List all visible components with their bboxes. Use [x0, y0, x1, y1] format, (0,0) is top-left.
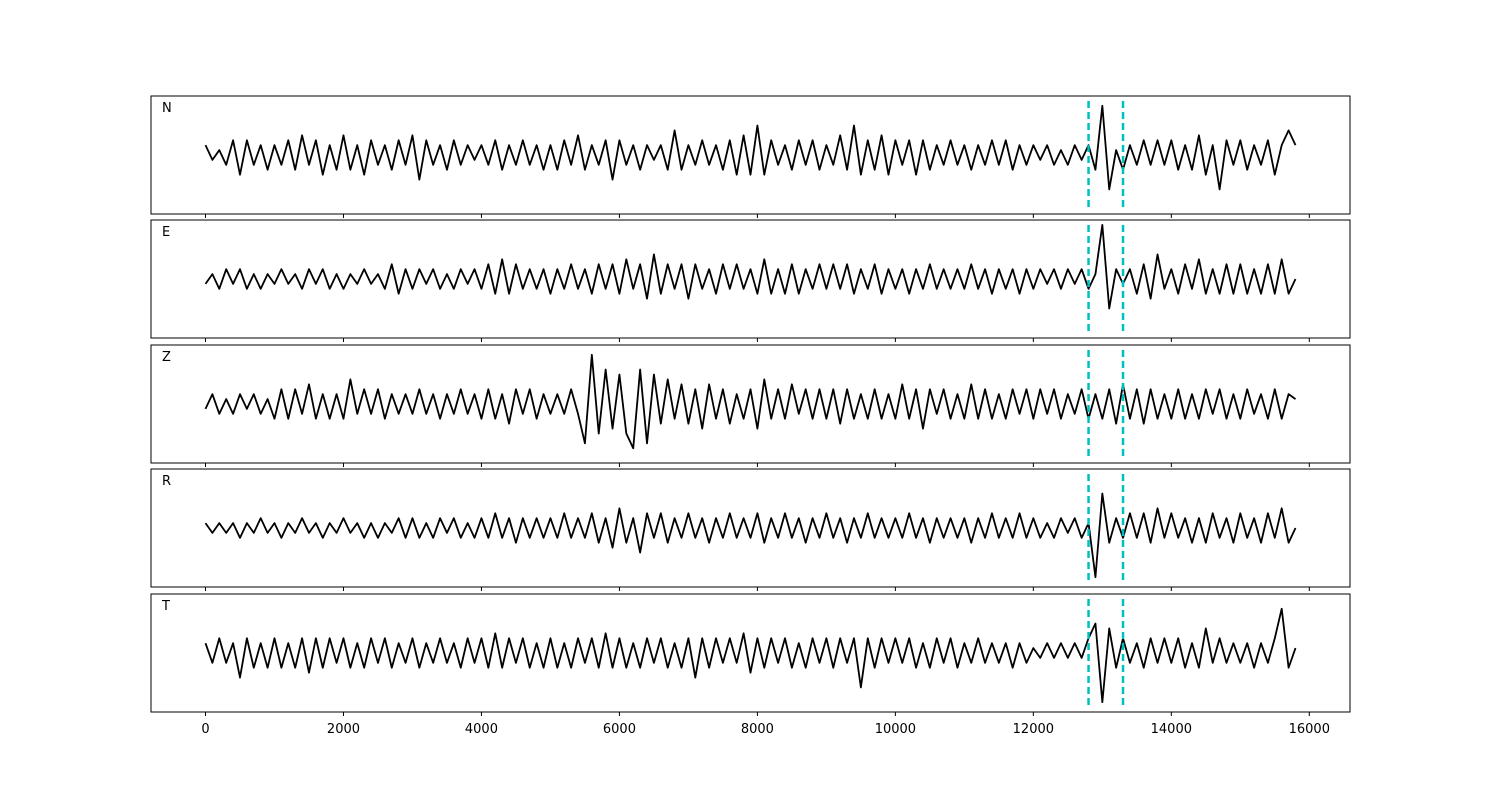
- panel-label: R: [162, 474, 171, 489]
- axes-frame: [150, 344, 1351, 464]
- x-tick-label: 0: [201, 722, 209, 737]
- waveform: [204, 224, 1297, 310]
- x-tick-label: 8000: [741, 722, 774, 737]
- axes-frame: [150, 593, 1351, 713]
- x-tick-label: 6000: [603, 722, 636, 737]
- waveform: [204, 353, 1297, 450]
- panel-label: E: [162, 225, 170, 240]
- panel-label: T: [161, 599, 170, 614]
- x-tick-label: 10000: [875, 722, 916, 737]
- x-tick-label: 14000: [1151, 722, 1192, 737]
- x-tick-label: 4000: [465, 722, 498, 737]
- x-tick-label: 12000: [1013, 722, 1054, 737]
- x-tick-label: 2000: [327, 722, 360, 737]
- panel-label: N: [162, 101, 172, 116]
- axes-frame: [150, 468, 1351, 588]
- panel-label: Z: [162, 350, 171, 365]
- axes-frame: [150, 219, 1351, 339]
- axes-frame: [150, 95, 1351, 215]
- waveform: [204, 492, 1297, 579]
- waveform: [204, 104, 1297, 191]
- waveform: [204, 607, 1297, 704]
- x-tick-label: 16000: [1289, 722, 1330, 737]
